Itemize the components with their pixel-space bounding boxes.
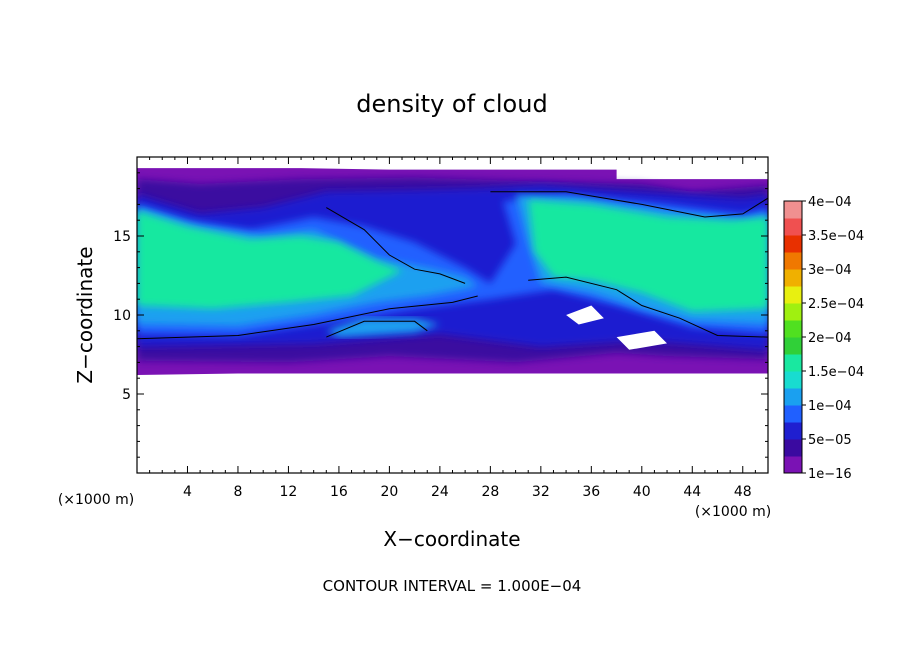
colorbar-label: 2e−04	[808, 331, 852, 346]
contour-line	[137, 295, 478, 340]
colorbar-label: 1e−04	[808, 399, 852, 414]
cloud-lower-lobe	[326, 318, 440, 338]
colorbar-swatch	[784, 252, 802, 270]
colorbar-swatch	[784, 439, 802, 457]
x-axis-label: X−coordinate	[383, 527, 520, 551]
colorbar-label: 5e−05	[808, 433, 852, 448]
x-tick-label: 20	[380, 484, 398, 500]
colorbar-label: 3e−04	[808, 263, 852, 278]
density-field	[137, 168, 768, 375]
colorbar-label: 2.5e−04	[808, 297, 864, 312]
x-tick-label: 48	[734, 484, 752, 500]
x-tick-label: 28	[481, 484, 499, 500]
cloud-core-left	[137, 210, 402, 309]
x-unit-label-left: (×1000 m)	[58, 492, 134, 508]
colorbar-label: 1.5e−04	[808, 365, 864, 380]
x-axis: 4 8 12 16 20 24 28 32 36 40 44 48	[149, 157, 756, 500]
contour-line	[490, 191, 768, 218]
y-tick-label: 5	[122, 387, 131, 403]
x-tick-label: 16	[330, 484, 348, 500]
colorbar-swatch	[784, 422, 802, 440]
chart-title: density of cloud	[356, 90, 547, 118]
y-tick-label: 10	[113, 308, 131, 324]
y-axis: 5 10 15	[113, 172, 768, 458]
x-tick-label: 24	[431, 484, 449, 500]
colorbar-label: 1e−16	[808, 467, 852, 482]
x-tick-label: 12	[280, 484, 298, 500]
colorbar-swatch	[784, 201, 802, 219]
cloud-core-right	[528, 199, 768, 312]
plot-area	[136, 156, 769, 474]
x-tick-label: 40	[633, 484, 651, 500]
colorbar-swatch	[784, 337, 802, 355]
colorbar: 1e−16 5e−05 1e−04 1.5e−04 2e−04 2.5e−04 3e−04 3…	[783, 195, 864, 482]
x-tick-label: 4	[183, 484, 192, 500]
colorbar-swatch	[784, 456, 802, 474]
contour-line	[326, 207, 466, 284]
colorbar-swatch	[784, 235, 802, 253]
colorbar-swatch	[784, 303, 802, 321]
contour-interval-note: CONTOUR INTERVAL = 1.000E−04	[323, 577, 582, 595]
colorbar-swatch	[784, 269, 802, 287]
x-unit-label-right: (×1000 m)	[695, 504, 771, 520]
colorbar-swatch	[784, 286, 802, 304]
contour-line	[326, 320, 428, 338]
x-tick-label: 36	[582, 484, 600, 500]
cloud-gap	[616, 330, 667, 350]
colorbar-swatch	[784, 388, 802, 406]
colorbar-label: 4e−04	[808, 195, 852, 210]
x-tick-label: 32	[532, 484, 550, 500]
colorbar-swatch	[784, 371, 802, 389]
contour-line	[528, 276, 768, 338]
cloud-gap	[566, 305, 604, 325]
colorbar-swatch	[784, 354, 802, 372]
y-axis-label: Z−coordinate	[73, 246, 97, 383]
colorbar-swatch	[784, 320, 802, 338]
x-tick-label: 44	[683, 484, 701, 500]
colorbar-swatch	[784, 405, 802, 423]
colorbar-label: 3.5e−04	[808, 229, 864, 244]
x-tick-label: 8	[233, 484, 242, 500]
y-tick-label: 15	[113, 229, 131, 245]
colorbar-swatch	[784, 218, 802, 236]
